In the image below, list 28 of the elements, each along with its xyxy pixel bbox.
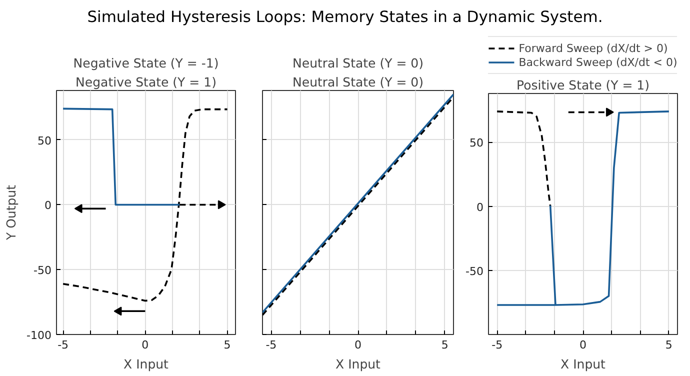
x-tick-label: 0 [354,338,362,352]
x-tick-label: 5 [441,338,448,352]
y-tick-label: -100 [26,329,52,342]
x-axis-title: X Input [124,356,169,372]
y-tick-label: -50 [466,264,484,278]
text: Simulated Hysteresis Loops: Memory States in a Dynamic System. [87,7,603,28]
x-tick-label: -5 [492,338,503,352]
chart-title: Neutral State (Y = 0) [292,56,424,70]
y-tick-label: 0 [44,199,52,212]
y-tick-label: -50 [34,264,52,278]
chart-subtitle: Negative State (Y = 1) [76,74,216,90]
x-axis-title: X Input [336,356,381,372]
y-tick-label: 50 [470,136,484,150]
x-axis-title: X Input [560,356,606,372]
x-tick-label: 0 [142,338,149,352]
x-tick-label: 5 [224,338,231,352]
chart-subtitle: Neutral State (Y = 0) [292,74,424,90]
legend-label: Backward Sweep (dX/dt < 0) [518,55,678,69]
chart-title: Positive State (Y = 1) [516,78,650,92]
x-tick-label: -5 [58,338,69,352]
y-tick-label: 50 [38,134,52,148]
x-tick-label: 5 [665,338,672,352]
x-tick-label: -5 [266,338,277,352]
chart-title: Negative State (Y = -1) [73,56,219,70]
y-axis-title: Y Output [4,184,19,242]
y-tick-label: 0 [476,200,484,214]
legend-label: Forward Sweep (dX/dt > 0) [518,41,668,55]
x-tick-label: 0 [580,338,586,352]
